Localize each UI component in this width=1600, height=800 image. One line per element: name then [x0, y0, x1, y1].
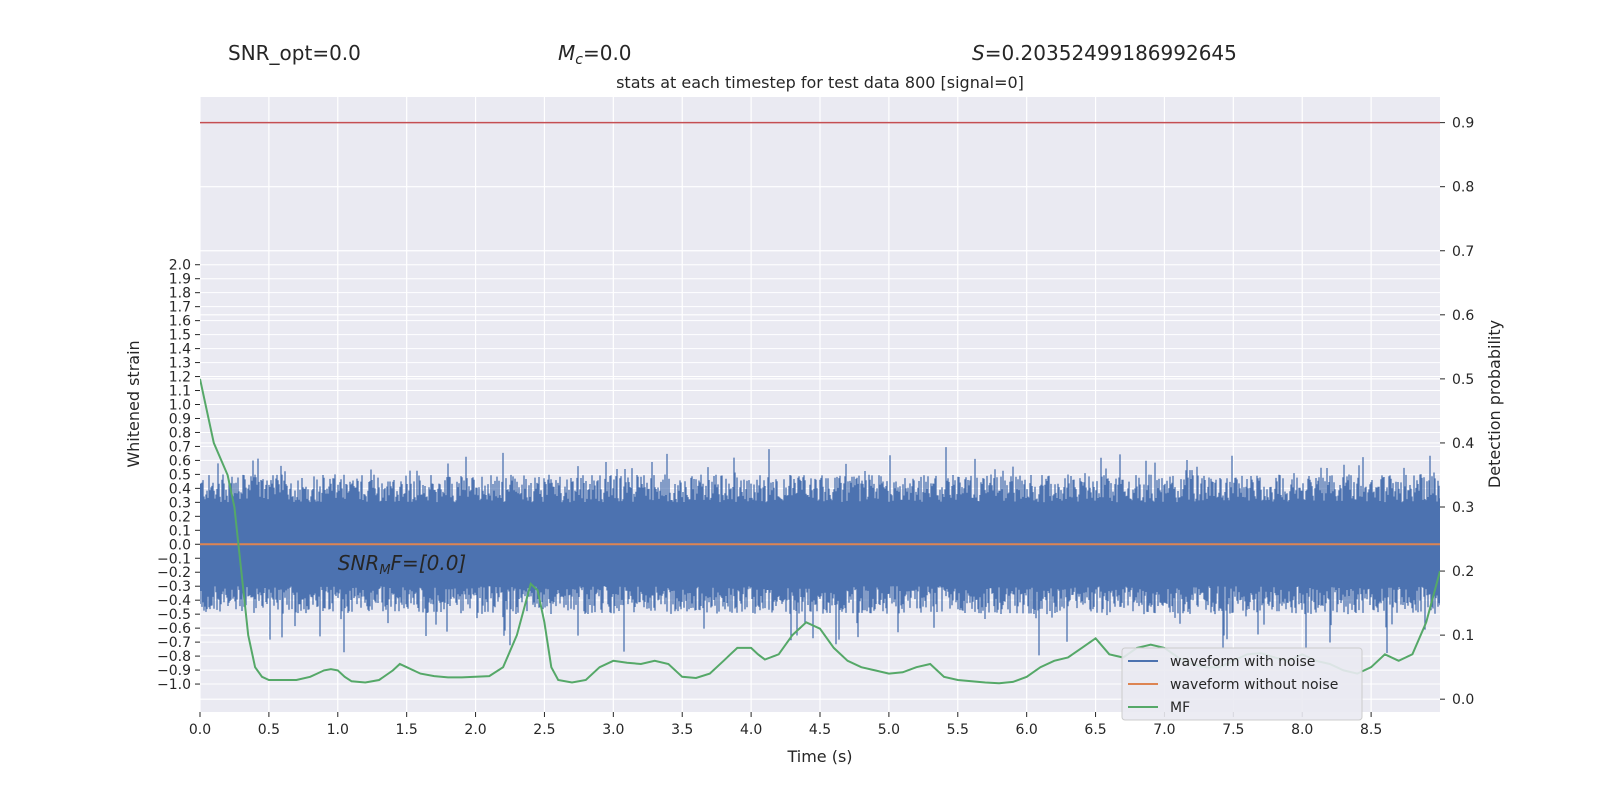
y-left-tick-label: −0.6: [157, 621, 191, 637]
y-ticks-left: −1.0−0.9−0.8−0.7−0.6−0.5−0.4−0.3−0.2−0.1…: [157, 258, 200, 693]
snr-opt-stat: SNR_opt=0.0: [228, 41, 361, 65]
x-tick-label: 2.5: [533, 722, 555, 738]
y-left-tick-label: 1.4: [169, 342, 191, 358]
x-tick-label: 2.0: [464, 722, 486, 738]
x-tick-label: 6.0: [1016, 722, 1038, 738]
y-left-tick-label: 1.0: [169, 398, 191, 414]
legend-box: [1121, 647, 1363, 721]
y-left-tick-label: −1.0: [157, 677, 191, 693]
mc-stat: Mc=0.0: [558, 41, 632, 68]
legend-label-clean: waveform without noise: [1170, 677, 1338, 693]
mc-value: =0.0: [583, 41, 632, 65]
y-left-tick-label: −0.9: [157, 663, 191, 679]
x-tick-label: 7.5: [1222, 722, 1244, 738]
y-left-tick-label: −0.5: [157, 607, 191, 623]
y-right-tick-label: 0.0: [1452, 692, 1474, 708]
y-left-tick-label: −0.2: [157, 565, 191, 581]
y-left-tick-label: 1.3: [169, 356, 191, 372]
x-tick-label: 7.0: [1153, 722, 1175, 738]
y-right-tick-label: 0.8: [1452, 180, 1474, 196]
y-left-tick-label: 0.6: [169, 453, 191, 469]
y-right-tick-label: 0.2: [1452, 564, 1474, 580]
y-left-tick-label: 1.5: [169, 328, 191, 344]
y-ticks-right: 0.0 0.1 0.2 0.3 0.4 0.5 0.6 0.7 0.8 0.9: [1440, 116, 1474, 708]
y-left-tick-label: 0.0: [169, 537, 191, 553]
y-left-tick-label: −0.7: [157, 635, 191, 651]
s-symbol: S: [972, 41, 985, 65]
x-axis-label: Time (s): [786, 747, 852, 766]
x-tick-label: 4.0: [740, 722, 762, 738]
y-axis-right-label: Detection probability: [1485, 320, 1504, 488]
s-value: =0.20352499186992645: [985, 41, 1237, 65]
y-left-tick-label: 0.4: [169, 481, 191, 497]
x-tick-label: 4.5: [809, 722, 831, 738]
snr-mf-subscript: M: [379, 563, 390, 578]
y-left-tick-label: −0.1: [157, 551, 191, 567]
y-left-tick-label: 2.0: [169, 258, 191, 274]
x-tick-label: 3.5: [671, 722, 693, 738]
snr-mf-suffix: F=[0.0]: [391, 551, 467, 575]
x-tick-label: 8.5: [1360, 722, 1382, 738]
x-tick-label: 5.0: [878, 722, 900, 738]
mc-symbol: M: [558, 41, 575, 65]
x-tick-label: 6.5: [1084, 722, 1106, 738]
legend: waveform with noise waveform without noi…: [1121, 647, 1363, 721]
x-tick-label: 1.0: [327, 722, 349, 738]
y-left-tick-label: 0.8: [169, 425, 191, 441]
y-axis-left-label: Whitened strain: [124, 340, 143, 467]
legend-label-noise: waveform with noise: [1170, 654, 1315, 670]
y-left-tick-label: 0.9: [169, 411, 191, 427]
x-tick-label: 1.5: [396, 722, 418, 738]
x-tick-label: 5.5: [947, 722, 969, 738]
y-left-tick-label: 0.2: [169, 509, 191, 525]
y-left-tick-label: 1.6: [169, 314, 191, 330]
y-left-tick-label: 0.3: [169, 495, 191, 511]
y-left-tick-label: 1.8: [169, 286, 191, 302]
y-left-tick-label: −0.8: [157, 649, 191, 665]
x-ticks: 0.0 0.5 1.0 1.5 2.0 2.5 3.0 3.5 4.0 4.5 5.0 5.5 6.0 6…: [189, 712, 1382, 738]
chart-title: stats at each timestep for test data 800…: [616, 73, 1024, 92]
y-right-tick-label: 0.5: [1452, 372, 1474, 388]
y-right-tick-label: 0.1: [1452, 628, 1474, 644]
x-tick-label: 3.0: [602, 722, 624, 738]
y-right-tick-label: 0.9: [1452, 116, 1474, 132]
y-left-tick-label: 1.9: [169, 272, 191, 288]
legend-label-mf: MF: [1170, 700, 1190, 716]
y-right-tick-label: 0.6: [1452, 308, 1474, 324]
y-right-tick-label: 0.4: [1452, 436, 1474, 452]
y-left-tick-label: 0.5: [169, 467, 191, 483]
mc-subscript: c: [575, 52, 583, 68]
x-tick-label: 8.0: [1291, 722, 1313, 738]
y-left-tick-label: 0.1: [169, 523, 191, 539]
y-left-tick-label: 0.7: [169, 439, 191, 455]
y-right-tick-label: 0.7: [1452, 244, 1474, 260]
y-left-tick-label: 1.7: [169, 300, 191, 316]
snr-mf-annotation: SNRMF=[0.0]: [338, 551, 466, 578]
x-tick-label: 0.0: [189, 722, 211, 738]
snr-mf-prefix: SNR: [338, 551, 380, 575]
s-stat: S=0.20352499186992645: [972, 41, 1237, 65]
y-right-tick-label: 0.3: [1452, 500, 1474, 516]
y-left-tick-label: 1.1: [169, 384, 191, 400]
y-left-tick-label: −0.3: [157, 579, 191, 595]
x-tick-label: 0.5: [258, 722, 280, 738]
y-left-tick-label: 1.2: [169, 370, 191, 386]
y-left-tick-label: −0.4: [157, 593, 191, 609]
